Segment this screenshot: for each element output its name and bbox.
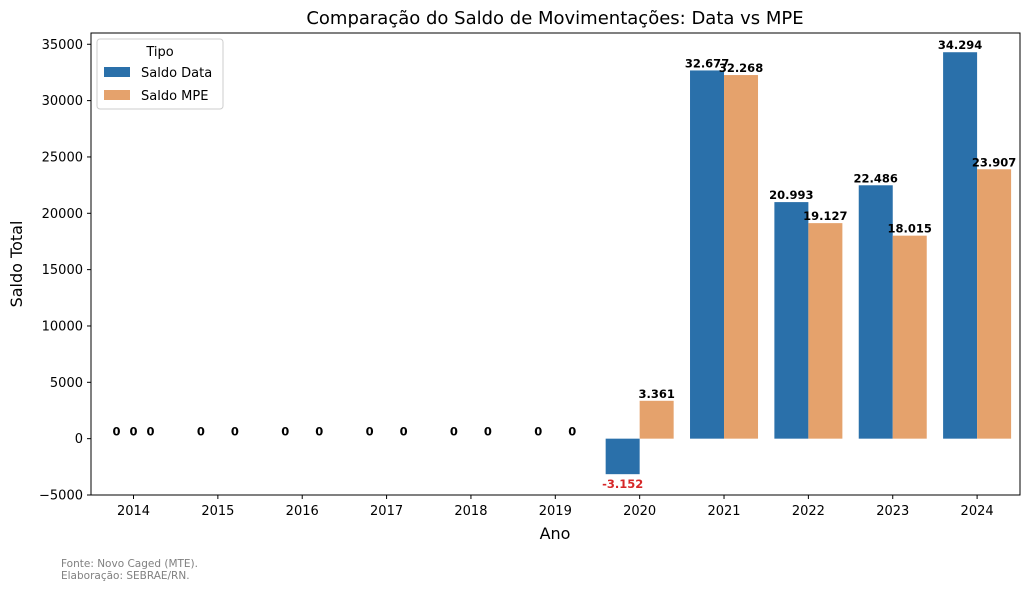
- x-tick-label: 2019: [539, 504, 572, 519]
- y-tick-label: 0: [75, 432, 83, 447]
- data-label-saldo-data-2015: 0: [197, 425, 205, 439]
- x-tick-label: 2023: [876, 504, 909, 519]
- legend: Tipo Saldo Data Saldo MPE: [96, 38, 224, 110]
- legend-label-saldo-data: Saldo Data: [141, 66, 212, 81]
- x-axis-label: Ano: [540, 524, 571, 543]
- data-label-saldo-mpe-2019: 0: [568, 425, 576, 439]
- x-tick-label: 2022: [792, 504, 825, 519]
- x-tick-label: 2014: [117, 504, 150, 519]
- y-tick-label: 30000: [42, 94, 83, 109]
- data-label-saldo-data-2016: 0: [281, 425, 289, 439]
- data-label-saldo-mpe-2023: 18.015: [888, 222, 932, 236]
- data-label-saldo-data-2021: 32.677: [685, 56, 729, 70]
- data-label-saldo-data-2014: 0: [112, 425, 120, 439]
- data-label-saldo-mpe-2014: 0: [146, 425, 154, 439]
- x-tick-label: 2018: [454, 504, 487, 519]
- data-label-saldo-mpe-2021: 32.268: [719, 61, 763, 75]
- y-tick-label: 25000: [42, 150, 83, 165]
- x-tick-label: 2021: [707, 504, 740, 519]
- x-tick-label: 2020: [623, 504, 656, 519]
- data-label-saldo-mpe-2017: 0: [400, 425, 408, 439]
- y-axis-label: Saldo Total: [7, 221, 26, 308]
- x-tick-label: 2017: [370, 504, 403, 519]
- bar-saldo-data-2024: [943, 52, 978, 439]
- data-label-saldo-data-2018: 0: [450, 425, 458, 439]
- bar-saldo-mpe-2021: [724, 75, 759, 439]
- bar-saldo-data-2021: [690, 70, 725, 439]
- x-tick-label: 2016: [286, 504, 319, 519]
- x-tick-label: 2015: [201, 504, 234, 519]
- bar-saldo-mpe-2024: [977, 169, 1012, 439]
- legend-swatch-saldo-mpe: [104, 90, 130, 100]
- footer-source: Fonte: Novo Caged (MTE).: [61, 558, 198, 570]
- y-tick-label: 10000: [42, 319, 83, 334]
- bar-saldo-data-2020: [605, 438, 640, 475]
- data-label-saldo-data-2019: 0: [534, 425, 542, 439]
- y-tick-label: 5000: [50, 376, 83, 391]
- plot-frame: [90, 32, 1021, 496]
- y-tick-label: 35000: [42, 38, 83, 53]
- data-label-saldo-mpe-2016: 0: [315, 425, 323, 439]
- legend-title: Tipo: [145, 45, 173, 60]
- data-label-saldo-data-2023: 22.486: [854, 171, 898, 185]
- legend-label-saldo-mpe: Saldo MPE: [141, 89, 208, 104]
- bar-saldo-mpe-2023: [892, 235, 927, 439]
- data-label-saldo-data-2017: 0: [366, 425, 374, 439]
- data-label-saldo-mpe-2020: 3.361: [638, 387, 674, 401]
- data-label-saldo-mpe-2022: 19.127: [803, 209, 847, 223]
- data-label-saldo-mpe-2018: 0: [484, 425, 492, 439]
- bar-saldo-data-2023: [858, 185, 893, 439]
- y-tick-label: −5000: [39, 489, 83, 504]
- bar-saldo-mpe-2022: [808, 223, 843, 439]
- data-label-saldo-mpe-2015: 0: [231, 425, 239, 439]
- y-tick-label: 20000: [42, 207, 83, 222]
- data-label-extra-2014-0: 0: [129, 425, 137, 439]
- footer-credit: Elaboração: SEBRAE/RN.: [61, 570, 190, 582]
- y-tick-label: 15000: [42, 263, 83, 278]
- data-label-saldo-data-2024: 34.294: [938, 38, 982, 52]
- x-tick-label: 2024: [961, 504, 994, 519]
- bar-saldo-mpe-2020: [639, 400, 674, 439]
- data-label-saldo-mpe-2024: 23.907: [972, 155, 1016, 169]
- legend-swatch-saldo-data: [104, 67, 130, 77]
- data-label-saldo-data-2020: -3.152: [602, 477, 643, 491]
- data-label-saldo-data-2022: 20.993: [769, 188, 813, 202]
- chart-title: Comparação do Saldo de Movimentações: Da…: [306, 8, 803, 29]
- bar-saldo-data-2022: [774, 202, 809, 439]
